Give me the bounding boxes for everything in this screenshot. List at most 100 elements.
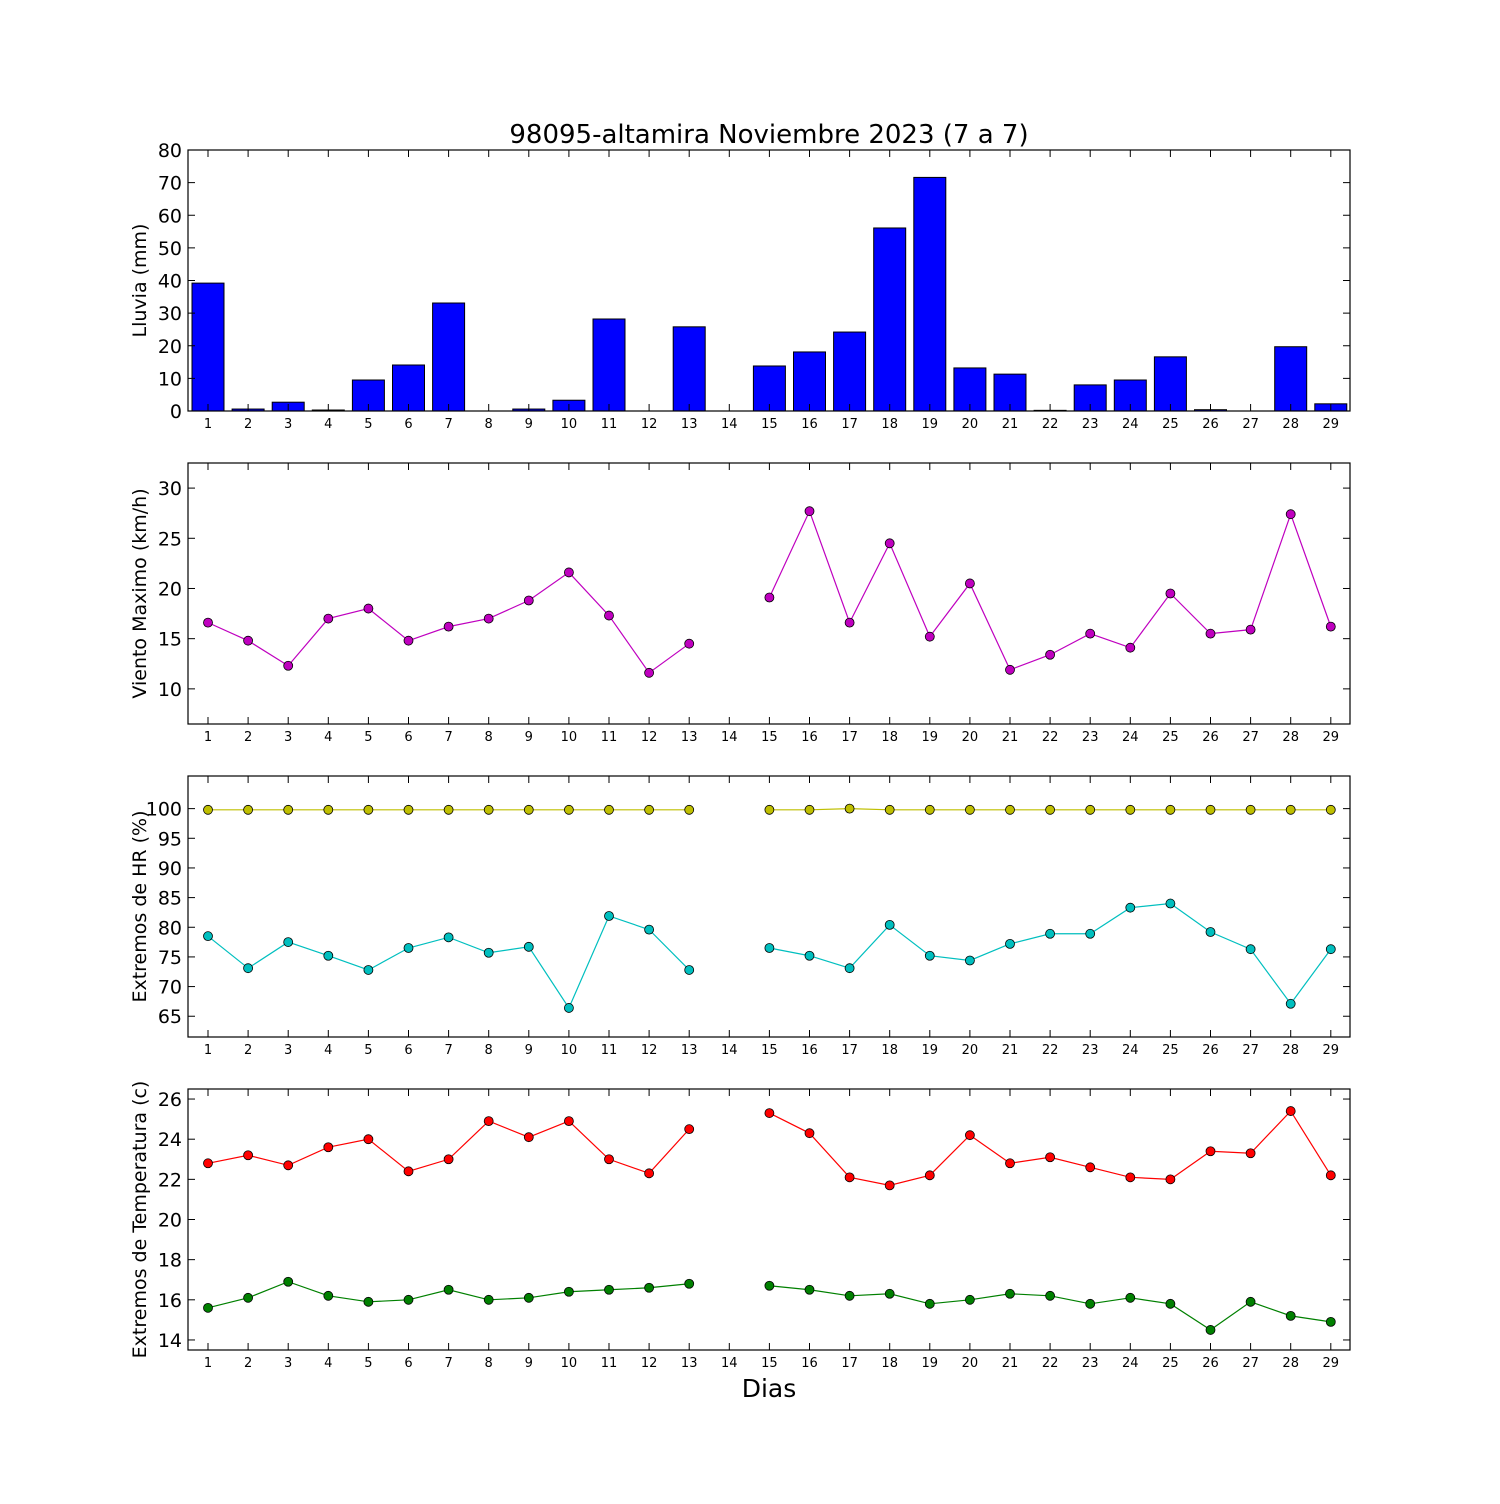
rain-bar [191, 282, 225, 412]
data-point [965, 955, 975, 966]
x-tick-label: 20 [962, 1043, 979, 1058]
data-point [684, 1278, 695, 1289]
data-point [203, 1302, 213, 1313]
x-tick-label: 6 [404, 730, 412, 745]
x-tick-label: 1 [204, 730, 212, 745]
y-tick-label: 90 [158, 858, 182, 880]
x-tick-label: 23 [1082, 1043, 1099, 1058]
y-tick-label: 24 [158, 1129, 182, 1151]
data-point [203, 804, 213, 815]
x-tick-label: 5 [364, 1043, 372, 1058]
rain-bar [592, 318, 626, 412]
data-point [243, 635, 254, 646]
data-point [684, 638, 695, 649]
data-point [403, 804, 414, 815]
data-point [443, 804, 454, 815]
x-tick-label: 8 [485, 1356, 493, 1371]
x-tick-label: 6 [404, 1043, 412, 1058]
data-point [884, 919, 895, 930]
x-tick-label: 2 [244, 417, 252, 432]
data-point [443, 1284, 454, 1295]
x-tick-label: 28 [1282, 1356, 1299, 1371]
data-point [604, 1154, 614, 1165]
x-tick-label: 28 [1282, 417, 1299, 432]
data-point [1165, 804, 1176, 815]
series-line [769, 902, 1332, 1005]
data-point [684, 965, 695, 975]
y-tick-label: 70 [158, 173, 182, 195]
data-point [924, 631, 935, 642]
data-point [924, 1298, 935, 1309]
data-point [1005, 1158, 1015, 1169]
y-tick-label: 30 [158, 478, 182, 500]
x-tick-label: 4 [324, 730, 332, 745]
x-tick-label: 22 [1042, 1043, 1059, 1058]
data-point [443, 932, 454, 943]
data-point [443, 621, 454, 632]
x-tick-label: 14 [721, 730, 738, 745]
x-tick-label: 18 [881, 417, 898, 432]
x-tick-label: 19 [922, 1356, 939, 1371]
data-point [884, 804, 895, 815]
x-tick-label: 16 [801, 417, 818, 432]
y-axis-label: Extremos de HR (%) [129, 810, 151, 1002]
data-point [965, 1294, 975, 1305]
y-tick-label: 25 [158, 528, 182, 550]
y-tick-label: 100 [146, 799, 182, 821]
x-tick-label: 18 [881, 1043, 898, 1058]
data-point [804, 1128, 815, 1139]
data-point [323, 950, 334, 961]
x-tick-label: 20 [962, 1356, 979, 1371]
x-tick-label: 3 [284, 1356, 292, 1371]
data-point [604, 911, 614, 921]
data-point [1125, 642, 1136, 653]
data-point [363, 603, 374, 614]
data-point [483, 613, 494, 624]
x-tick-label: 16 [801, 1043, 818, 1058]
x-tick-label: 27 [1242, 417, 1259, 432]
x-tick-label: 2 [244, 730, 252, 745]
x-tick-label: 23 [1082, 1356, 1099, 1371]
data-point [1005, 664, 1015, 675]
x-tick-label: 14 [721, 1356, 738, 1371]
data-point [1285, 1106, 1296, 1116]
x-tick-label: 18 [881, 730, 898, 745]
data-point [203, 931, 213, 942]
data-point [1245, 804, 1256, 815]
rain-bar [1274, 346, 1308, 412]
x-tick-label: 26 [1202, 730, 1219, 745]
y-tick-label: 26 [158, 1089, 182, 1111]
data-point [523, 1292, 534, 1303]
x-tick-label: 10 [561, 417, 578, 432]
data-point [924, 1170, 935, 1181]
data-point [1245, 944, 1256, 955]
data-point [203, 617, 213, 628]
data-point [604, 610, 614, 621]
x-tick-label: 26 [1202, 417, 1219, 432]
data-point [443, 1154, 454, 1165]
data-point [1045, 1290, 1055, 1301]
x-tick-label: 27 [1242, 730, 1259, 745]
y-tick-label: 80 [158, 140, 182, 162]
x-tick-label: 17 [841, 1043, 858, 1058]
y-tick-label: 10 [158, 368, 182, 390]
y-axis-label: Viento Maximo (km/h) [129, 488, 151, 698]
x-tick-label: 15 [761, 417, 778, 432]
x-tick-label: 4 [324, 417, 332, 432]
y-axis-label: Extremos de Temperatura (c) [129, 1081, 151, 1359]
x-tick-label: 16 [801, 730, 818, 745]
x-tick-label: 17 [841, 1356, 858, 1371]
x-tick-label: 13 [681, 1043, 698, 1058]
series-line [769, 1110, 1332, 1186]
y-tick-label: 65 [158, 1006, 182, 1028]
data-point [644, 924, 654, 935]
data-point [1005, 1288, 1015, 1299]
y-tick-label: 20 [158, 578, 182, 600]
data-point [804, 804, 815, 815]
x-tick-label: 4 [324, 1043, 332, 1058]
data-point [1085, 1298, 1096, 1309]
data-point [323, 1290, 334, 1301]
x-tick-label: 29 [1323, 730, 1340, 745]
x-tick-label: 21 [1002, 730, 1019, 745]
